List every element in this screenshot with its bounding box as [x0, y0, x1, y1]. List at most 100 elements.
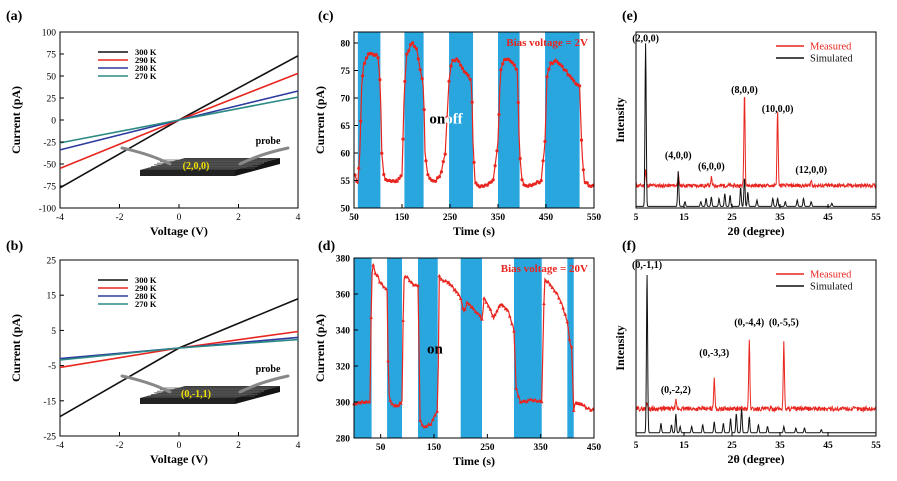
data-point — [418, 68, 422, 72]
data-point — [582, 403, 587, 407]
data-point — [431, 417, 435, 421]
data-point — [514, 67, 518, 71]
data-point — [450, 283, 454, 288]
x-tick-label: -2 — [116, 213, 124, 223]
data-point — [364, 56, 369, 60]
legend-entry: 300 K — [135, 275, 157, 285]
data-point — [354, 402, 358, 406]
x-tick-label: 150 — [395, 213, 410, 223]
x-tick-label: 15 — [679, 213, 689, 223]
device-substrate-edge — [140, 170, 235, 176]
data-point — [403, 274, 407, 278]
y-tick-label: 50 — [47, 73, 57, 83]
data-point — [433, 413, 437, 417]
data-point — [420, 423, 425, 427]
data-point — [565, 319, 570, 324]
data-point — [512, 63, 516, 67]
xrd-trace — [635, 339, 877, 413]
x-axis-title: 2θ (degree) — [727, 452, 784, 466]
data-point — [495, 149, 499, 153]
series-line — [59, 338, 299, 361]
y-tick-label: -15 — [43, 397, 56, 407]
data-point — [384, 286, 388, 291]
x-tick-label: 15 — [679, 441, 689, 451]
data-point — [358, 401, 363, 405]
y-tick-label: 70 — [341, 95, 351, 105]
x-tick-label: 450 — [539, 213, 554, 223]
data-point — [501, 62, 505, 66]
data-point — [376, 56, 380, 60]
data-point — [505, 308, 510, 312]
data-point — [363, 61, 367, 65]
data-point — [471, 306, 476, 311]
bias-annotation: Bias voltage = 20V — [501, 263, 588, 275]
data-point — [446, 280, 450, 285]
y-axis-title: Current (pA) — [9, 86, 23, 154]
data-point — [545, 75, 549, 79]
series-line — [59, 96, 299, 144]
panel-label: (b) — [6, 239, 23, 254]
data-point — [478, 313, 482, 317]
data-point — [518, 156, 522, 161]
data-point — [357, 166, 361, 170]
data-point — [571, 408, 576, 412]
data-point — [569, 344, 574, 349]
data-point — [512, 329, 516, 333]
data-point — [416, 283, 420, 287]
data-point — [377, 280, 382, 284]
x-tick-label: 25 — [727, 441, 737, 451]
data-point — [435, 409, 439, 413]
data-point — [473, 309, 478, 314]
data-point — [539, 179, 543, 183]
x-axis-title: Voltage (V) — [150, 452, 208, 466]
light-on-band — [354, 258, 372, 438]
legend-entry: Measured — [810, 42, 852, 53]
data-point — [585, 181, 589, 185]
data-point — [586, 406, 591, 410]
data-point — [461, 306, 465, 310]
data-point — [426, 173, 430, 177]
data-point — [533, 398, 538, 402]
data-point — [455, 57, 459, 61]
data-point — [567, 337, 572, 341]
data-point — [360, 399, 365, 404]
y-tick-label: 50 — [341, 205, 351, 215]
off-label: off — [443, 341, 461, 357]
data-point — [359, 119, 363, 123]
data-point — [572, 79, 576, 83]
data-point — [581, 168, 586, 172]
y-tick-label: 280 — [336, 435, 351, 445]
data-point — [568, 74, 572, 78]
plot-frame — [635, 259, 877, 437]
data-point — [510, 321, 514, 326]
data-point — [420, 77, 424, 81]
x-tick-label: 50 — [349, 213, 359, 223]
peak-label: (8,0,0) — [731, 85, 758, 96]
data-point — [560, 64, 564, 68]
data-point — [407, 278, 412, 283]
data-point — [466, 73, 470, 78]
on-label: on — [427, 341, 444, 357]
data-point — [382, 285, 386, 289]
data-point — [445, 115, 449, 119]
data-point — [529, 397, 533, 401]
data-point — [448, 282, 452, 286]
data-point — [380, 151, 384, 155]
data-point — [439, 277, 444, 281]
x-tick-label: 350 — [491, 213, 506, 223]
data-point — [374, 52, 378, 57]
y-axis-title: Current (pA) — [9, 314, 23, 382]
data-point — [422, 108, 426, 112]
left-probe — [120, 146, 172, 166]
peak-label: (0,-1,1) — [632, 260, 662, 271]
data-point — [507, 314, 512, 318]
data-point — [424, 159, 428, 163]
data-point — [516, 100, 520, 105]
data-point — [361, 74, 365, 78]
data-point — [401, 137, 405, 141]
data-point — [503, 306, 508, 311]
data-point — [541, 159, 545, 163]
data-point — [574, 401, 578, 405]
data-point — [525, 399, 529, 404]
